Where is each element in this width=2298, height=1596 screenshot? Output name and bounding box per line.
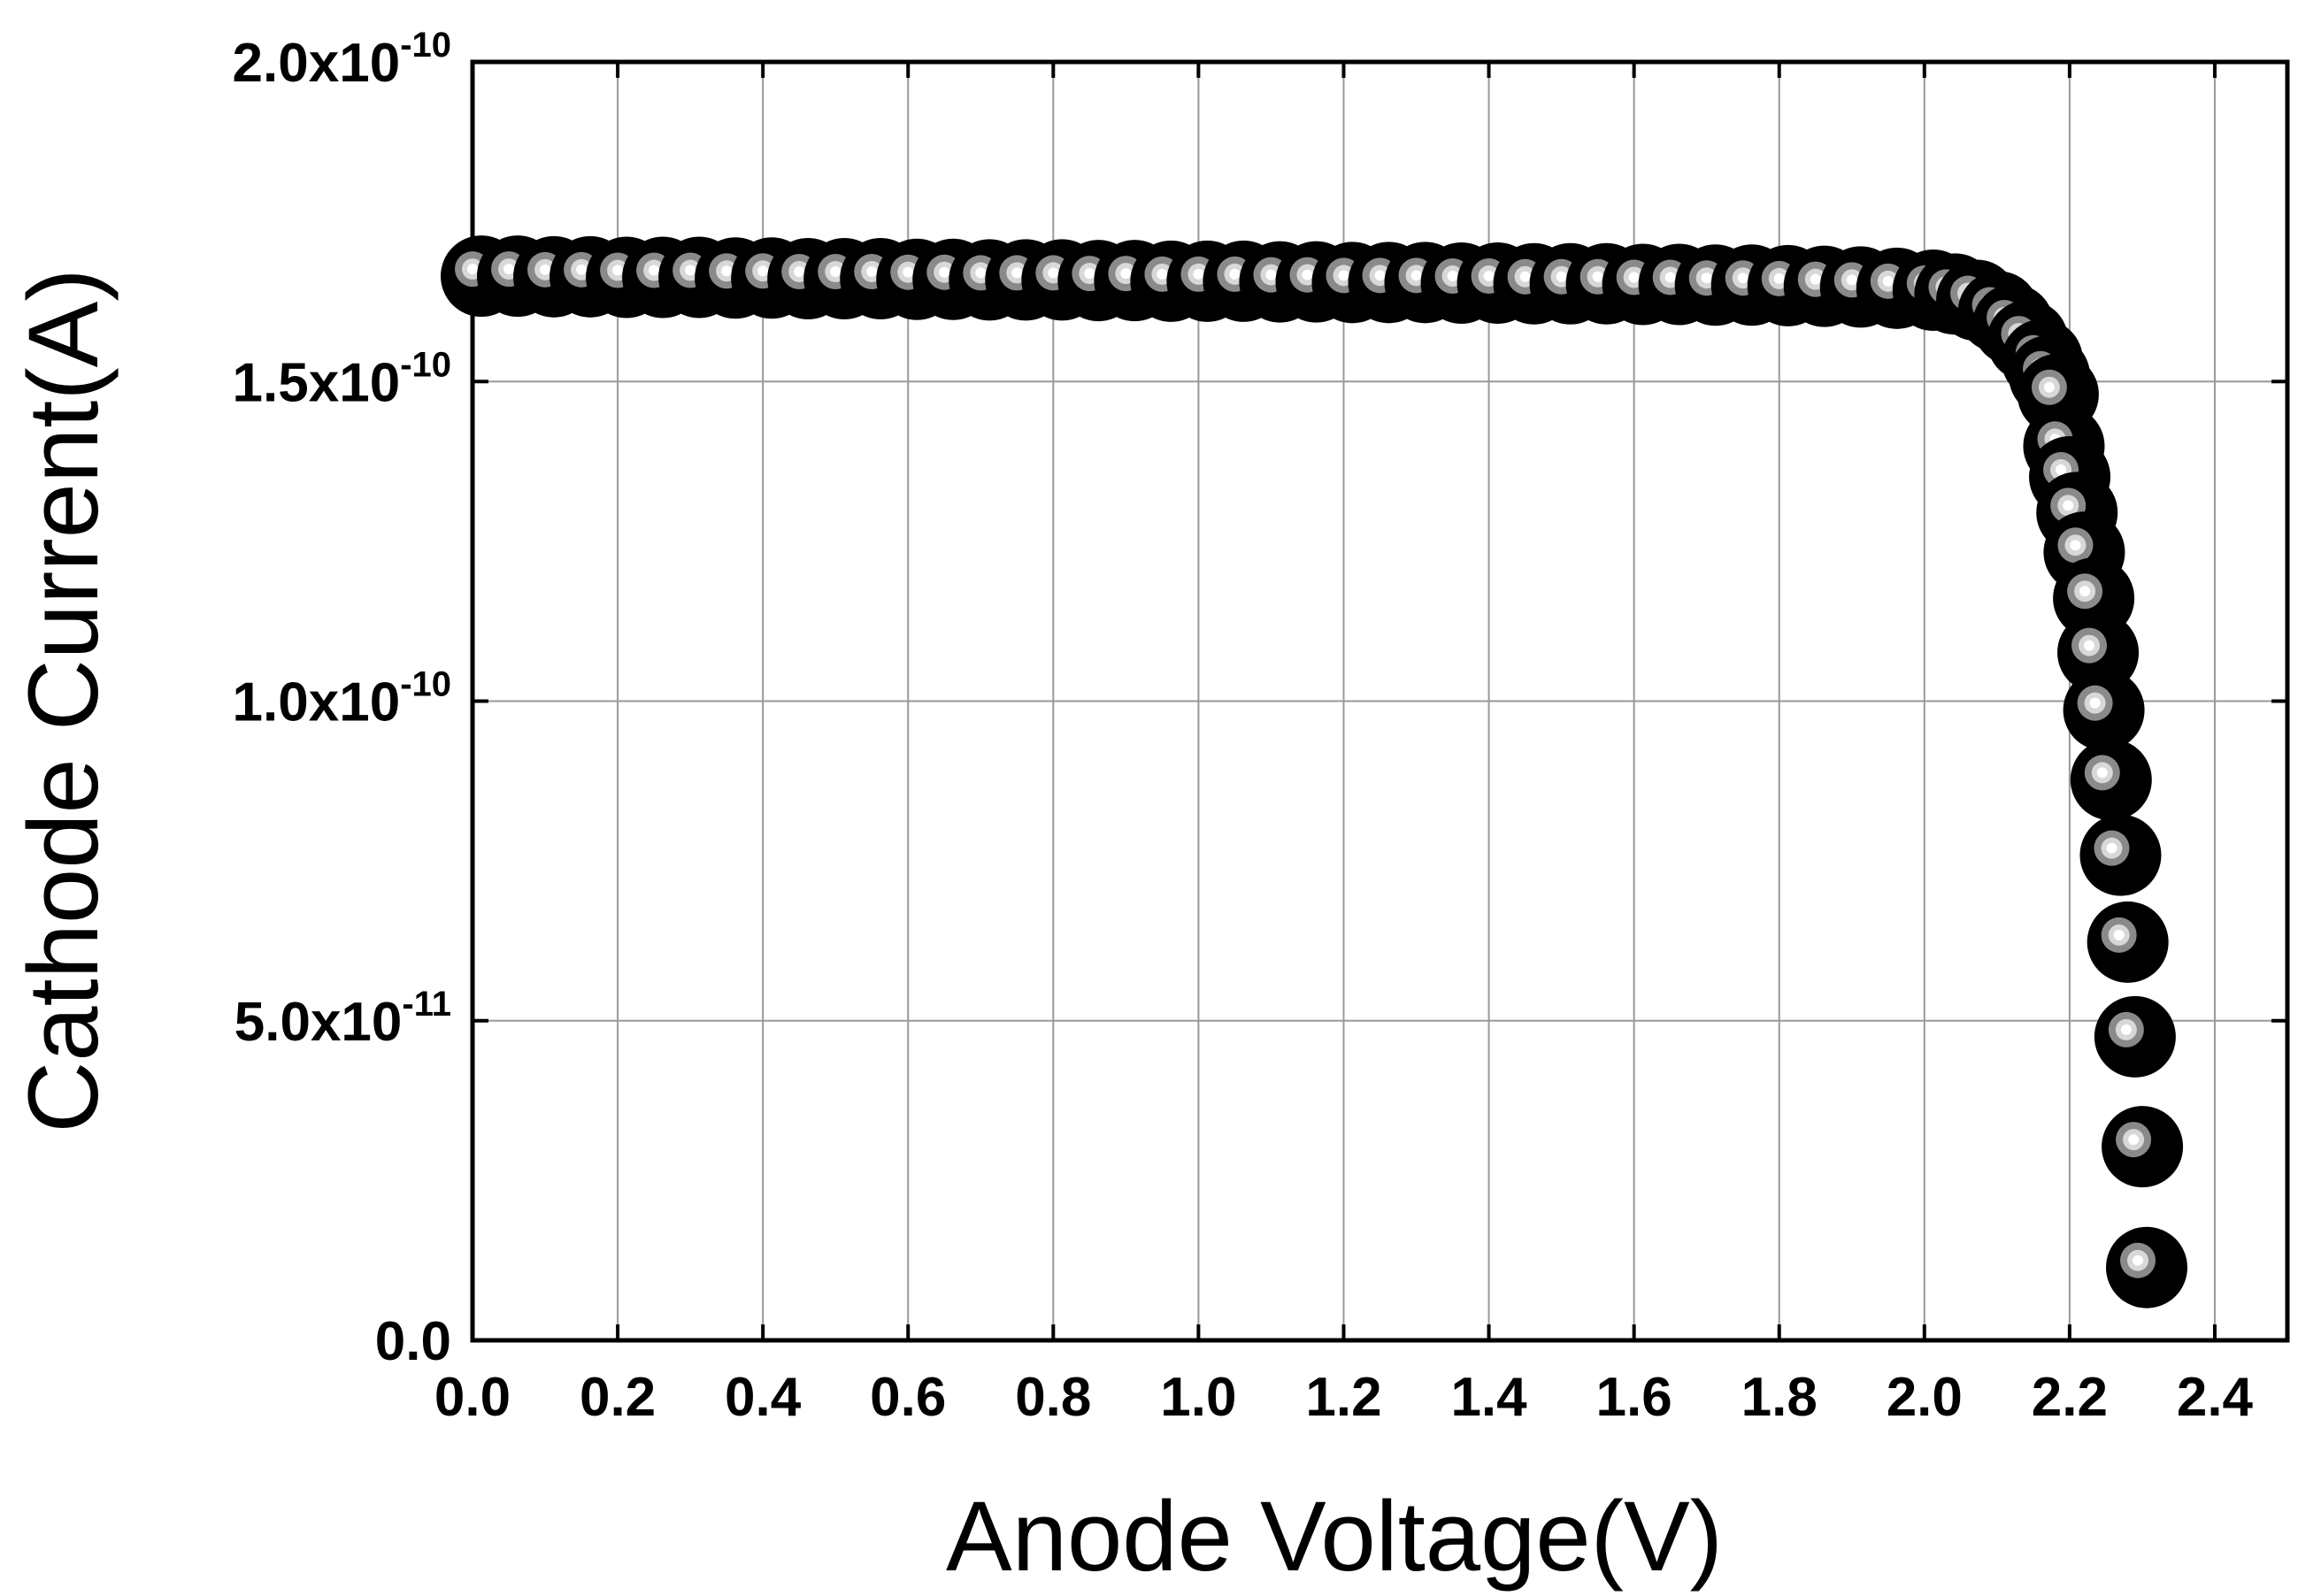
marker-core [1011, 267, 1023, 279]
marker-core [1773, 272, 1785, 284]
marker-core [1338, 270, 1349, 281]
marker-core [903, 266, 914, 278]
marker-core [540, 264, 551, 275]
y-tick-mantissa: 0.0 [375, 1311, 451, 1372]
marker-core [1447, 271, 1458, 282]
x-tick-label: 1.4 [1450, 1367, 1527, 1428]
y-tick-label: 2.0x10-10 [233, 26, 451, 94]
marker-core [1120, 268, 1132, 280]
data-point [2094, 995, 2176, 1078]
marker-core [1157, 268, 1168, 280]
marker-core [866, 265, 878, 277]
x-tick-label: 1.0 [1160, 1367, 1236, 1428]
marker-core [1265, 269, 1277, 280]
marker-core [2063, 500, 2074, 511]
marker-core [2106, 842, 2117, 854]
marker-core [794, 265, 805, 277]
marker-core [2056, 464, 2067, 475]
data-point [2017, 353, 2099, 435]
x-tick-label: 0.8 [1015, 1367, 1091, 1428]
marker-core [2120, 1024, 2132, 1035]
y-tick-label: 1.5x10-10 [233, 345, 451, 413]
marker-core [975, 267, 987, 279]
marker-core [1374, 270, 1386, 281]
marker-core [2070, 540, 2081, 551]
marker-core [830, 265, 842, 277]
x-tick-label: 2.0 [1887, 1367, 1963, 1428]
marker-core [1664, 272, 1676, 283]
y-tick-label: 1.0x10-10 [233, 665, 451, 733]
marker-core [467, 264, 478, 275]
x-tick-label: 0.0 [434, 1367, 511, 1428]
marker-core [1737, 272, 1748, 284]
marker-core [721, 265, 733, 277]
marker-core [1519, 271, 1531, 282]
y-tick-mantissa: 1.5x10 [233, 352, 401, 413]
marker-core [685, 265, 696, 276]
x-tick-label: 2.4 [2177, 1367, 2254, 1428]
marker-core [2079, 586, 2091, 597]
marker-core [2128, 1134, 2140, 1146]
marker-core [1193, 268, 1204, 280]
marker-core [1229, 268, 1241, 280]
y-tick-mantissa: 1.0x10 [233, 672, 401, 733]
marker-core [2084, 640, 2095, 651]
marker-core [1483, 271, 1495, 282]
data-point [2105, 1226, 2187, 1308]
marker-core [1810, 273, 1821, 285]
marker-core [2043, 381, 2055, 393]
marker-core [649, 265, 660, 276]
x-tick-label: 1.8 [1741, 1367, 1818, 1428]
x-tick-label: 0.6 [870, 1367, 946, 1428]
y-tick-label: 5.0x10-11 [234, 985, 451, 1053]
data-point [2063, 669, 2145, 751]
marker-core [1084, 268, 1095, 280]
y-tick-exponent: -10 [400, 665, 451, 704]
marker-core [1701, 272, 1712, 284]
data-point [2087, 901, 2169, 983]
marker-core [2132, 1255, 2143, 1266]
y-axis-title: Cathode Current(A) [8, 268, 119, 1132]
y-tick-exponent: -10 [400, 26, 451, 65]
marker-core [1302, 269, 1313, 280]
y-tick-mantissa: 5.0x10 [234, 992, 403, 1053]
marker-core [1556, 271, 1567, 282]
marker-core [757, 265, 769, 277]
x-tick-label: 0.4 [725, 1367, 802, 1428]
marker-core [612, 265, 624, 276]
data-point [2070, 739, 2152, 821]
marker-core [576, 264, 588, 275]
x-tick-label: 1.2 [1305, 1367, 1381, 1428]
plot-frame [470, 59, 2290, 1343]
x-tick-label: 0.2 [580, 1367, 656, 1428]
marker-core [1048, 267, 1059, 279]
x-axis-title: Anode Voltage(V) [946, 1481, 1723, 1592]
marker-core [1628, 272, 1640, 283]
y-tick-exponent: -11 [402, 985, 451, 1024]
marker-core [2089, 697, 2101, 709]
data-point [2079, 814, 2162, 896]
marker-core [939, 266, 950, 278]
marker-core [1882, 275, 1894, 287]
y-tick-exponent: -10 [400, 345, 451, 384]
x-tick-label: 1.6 [1596, 1367, 1672, 1428]
x-tick-label: 2.2 [2032, 1367, 2108, 1428]
data-point [2102, 1106, 2184, 1188]
marker-core [503, 264, 515, 275]
marker-core [1592, 271, 1603, 282]
marker-core [2113, 929, 2125, 940]
y-tick-label: 0.0 [375, 1311, 451, 1372]
marker-core [1846, 274, 1857, 286]
marker-core [2096, 767, 2108, 779]
y-tick-mantissa: 2.0x10 [233, 33, 401, 94]
marker-core [1410, 270, 1422, 281]
